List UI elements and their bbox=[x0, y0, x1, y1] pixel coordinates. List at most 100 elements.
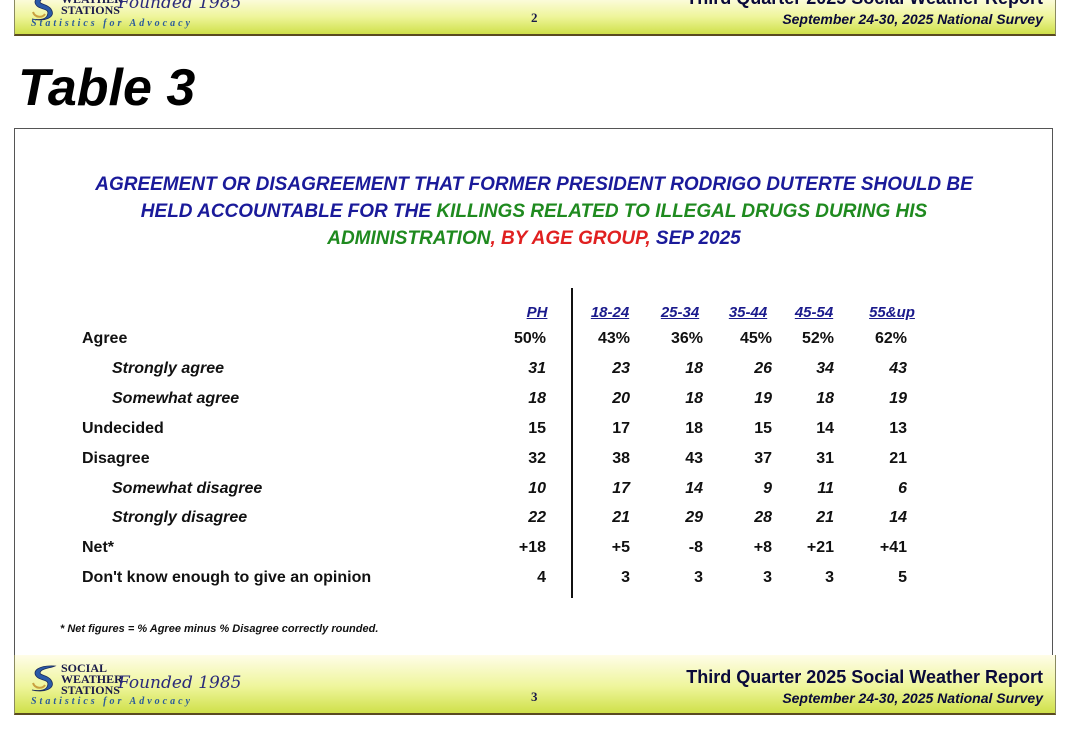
table-cell: 18 bbox=[685, 359, 703, 377]
table-cell: 5 bbox=[898, 569, 907, 587]
table-cell: 37 bbox=[754, 449, 772, 467]
table-cell: 9 bbox=[763, 479, 772, 497]
title-segment: HELD ACCOUNTABLE FOR THE bbox=[140, 201, 432, 222]
tagline: Statistics for Advocacy bbox=[31, 18, 193, 29]
row-label: Strongly agree bbox=[112, 359, 225, 377]
table-cell: +21 bbox=[806, 539, 834, 557]
logo-icon bbox=[29, 0, 59, 22]
footnote: * Net figures = % Agree minus % Disagree… bbox=[60, 623, 379, 635]
title-segment: KILLINGS RELATED TO ILLEGAL DRUGS DURING… bbox=[436, 201, 928, 222]
table-cell: +5 bbox=[611, 539, 630, 557]
table-cell: 38 bbox=[612, 449, 630, 467]
title-segment: ADMINISTRATION bbox=[327, 228, 491, 249]
table-cell: 43 bbox=[889, 359, 907, 377]
table-cell: 3 bbox=[621, 569, 630, 587]
table-cell: 31 bbox=[528, 359, 546, 377]
table-cell: 34 bbox=[816, 359, 834, 377]
survey-date: September 24-30, 2025 National Survey bbox=[782, 11, 1043, 27]
table-cell: -8 bbox=[688, 539, 703, 557]
table-cell: 3 bbox=[694, 569, 703, 587]
tagline: Statistics for Advocacy bbox=[31, 696, 193, 707]
table-cell: 17 bbox=[612, 479, 630, 497]
table-cell: 36% bbox=[670, 330, 703, 347]
table-cell: 15 bbox=[528, 419, 546, 437]
table-cell: 21 bbox=[889, 449, 907, 467]
row-label: Strongly disagree bbox=[112, 509, 248, 527]
column-header: 25-34 bbox=[660, 304, 700, 321]
table-cell: 62% bbox=[874, 330, 907, 347]
table-cell: 22 bbox=[528, 509, 546, 527]
table-cell: 29 bbox=[685, 509, 703, 527]
table-cell: 18 bbox=[685, 419, 703, 437]
table-title-line: HELD ACCOUNTABLE FOR THE KILLINGS RELATE… bbox=[14, 201, 1054, 223]
column-divider bbox=[571, 288, 573, 598]
row-label: Somewhat disagree bbox=[112, 479, 263, 497]
report-title: Third Quarter 2025 Social Weather Report bbox=[686, 0, 1043, 9]
logo-line: WEATHER bbox=[61, 0, 123, 5]
logo-swirl bbox=[31, 0, 53, 21]
title-segment: AGREEMENT OR DISAGREEMENT THAT FORMER PR… bbox=[95, 174, 973, 195]
table-cell: 21 bbox=[816, 509, 834, 527]
table-cell: +41 bbox=[879, 539, 907, 557]
logo-line: SOCIAL bbox=[61, 661, 108, 675]
table-cell: 6 bbox=[898, 479, 907, 497]
table-cell: 3 bbox=[825, 569, 834, 587]
logo-line: STATIONS bbox=[61, 683, 120, 697]
table-cell: 19 bbox=[889, 389, 907, 407]
table-cell: 15 bbox=[754, 419, 772, 437]
bottom-banner: SOCIAL WEATHER STATIONS Founded 1985 Statist… bbox=[14, 655, 1056, 715]
table-cell: 14 bbox=[816, 419, 834, 437]
table-cell: +8 bbox=[753, 539, 772, 557]
table-cell: 28 bbox=[754, 509, 772, 527]
table-cell: 50% bbox=[513, 330, 546, 347]
table-cell: 11 bbox=[817, 479, 834, 497]
table-title-line: ADMINISTRATION, BY AGE GROUP, SEP 2025 bbox=[14, 228, 1054, 250]
column-header: 18-24 bbox=[590, 304, 630, 321]
table-cell: 26 bbox=[754, 359, 772, 377]
table-cell: +18 bbox=[518, 539, 546, 557]
table-cell: 31 bbox=[816, 449, 834, 467]
row-label: Agree bbox=[82, 330, 128, 347]
row-label: Undecided bbox=[82, 419, 164, 437]
column-header: 55&up bbox=[869, 304, 915, 321]
table-cell: 43% bbox=[597, 330, 630, 347]
table-cell: 13 bbox=[889, 419, 907, 437]
table-cell: 32 bbox=[528, 449, 546, 467]
logo-line: WEATHER bbox=[61, 672, 123, 686]
table-cell: 18 bbox=[685, 389, 703, 407]
table-cell: 18 bbox=[528, 389, 546, 407]
table-cell: 23 bbox=[612, 359, 630, 377]
table-cell: 18 bbox=[816, 389, 834, 407]
column-header: 35-44 bbox=[728, 304, 768, 321]
row-label: Somewhat agree bbox=[112, 389, 240, 407]
table-cell: 17 bbox=[612, 419, 630, 437]
table-cell: 52% bbox=[801, 330, 834, 347]
logo-text: SOCIAL WEATHER STATIONS bbox=[61, 661, 123, 697]
table-cell: 45% bbox=[739, 330, 772, 347]
table-cell: 21 bbox=[612, 509, 630, 527]
table-cell: 14 bbox=[889, 509, 907, 527]
table-cell: 20 bbox=[612, 389, 630, 407]
logo-icon bbox=[29, 663, 59, 693]
logo-line: STATIONS bbox=[61, 3, 120, 17]
table-title-line: AGREEMENT OR DISAGREEMENT THAT FORMER PR… bbox=[14, 174, 1054, 196]
table-heading: Table 3 bbox=[18, 59, 196, 117]
title-segment: SEP 2025 bbox=[655, 228, 741, 249]
table-cell: 14 bbox=[685, 479, 703, 497]
page-number: 3 bbox=[531, 689, 538, 704]
report-title: Third Quarter 2025 Social Weather Report bbox=[686, 667, 1043, 687]
column-header: 45-54 bbox=[794, 304, 834, 321]
logo-swirl bbox=[31, 665, 57, 692]
page-number: 2 bbox=[531, 10, 538, 25]
row-label: Disagree bbox=[82, 449, 150, 467]
row-label: Don't know enough to give an opinion bbox=[82, 569, 372, 587]
title-segment: , BY AGE GROUP, bbox=[490, 228, 651, 249]
founded-text: Founded 1985 bbox=[118, 0, 242, 13]
table-cell: 3 bbox=[763, 569, 772, 587]
table-cell: 4 bbox=[537, 569, 546, 587]
column-header: PH bbox=[526, 304, 548, 321]
table-cell: 10 bbox=[528, 479, 546, 497]
